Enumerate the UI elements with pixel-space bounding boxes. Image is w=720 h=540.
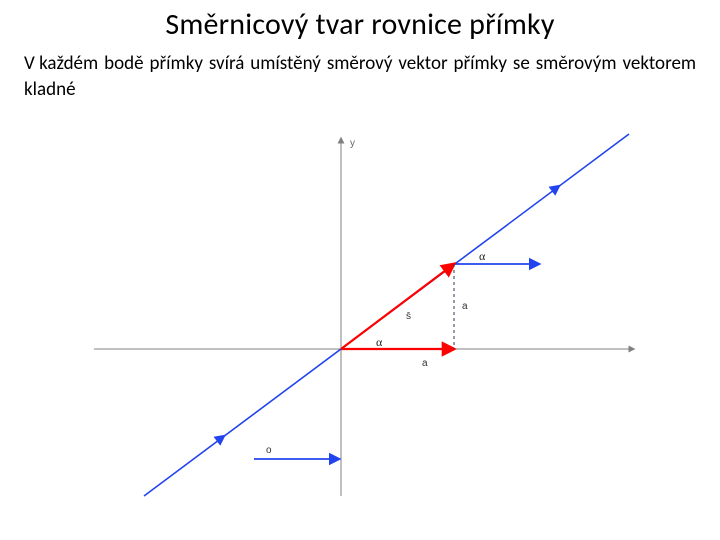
label-alpha_upper: α — [479, 249, 486, 263]
label-a_bottom: a — [422, 358, 428, 369]
subtitle-word: svírá — [209, 51, 244, 77]
label-s_bar: s̄ — [406, 311, 411, 322]
subtitle-word: směrový — [327, 51, 393, 77]
label-o_lower: o — [266, 445, 272, 456]
subtitle-word: přímky — [150, 51, 203, 77]
line-angle-diagram: y α α s̄ a a o — [84, 124, 644, 504]
subtitle-word: kladné — [24, 77, 76, 103]
subtitle-word: směrovým — [536, 51, 617, 77]
subtitle-word: bodě — [104, 51, 143, 77]
y-axis-label: y — [350, 138, 355, 149]
subtitle-word: přímky — [454, 51, 507, 77]
subtitle-word: umístěný — [250, 51, 321, 77]
label-a_right: a — [462, 301, 468, 312]
subtitle-word: se — [513, 51, 530, 77]
subtitle-text: V každém bodě přímky svírá umístěný směr… — [0, 43, 720, 102]
subtitle-word: vektor — [398, 51, 447, 77]
subtitle-word: vektorem — [622, 51, 696, 77]
subtitle-word: V každém — [24, 51, 98, 77]
label-alpha_lower: α — [376, 335, 383, 349]
page-title: Směrnicový tvar rovnice přímky — [0, 0, 720, 43]
